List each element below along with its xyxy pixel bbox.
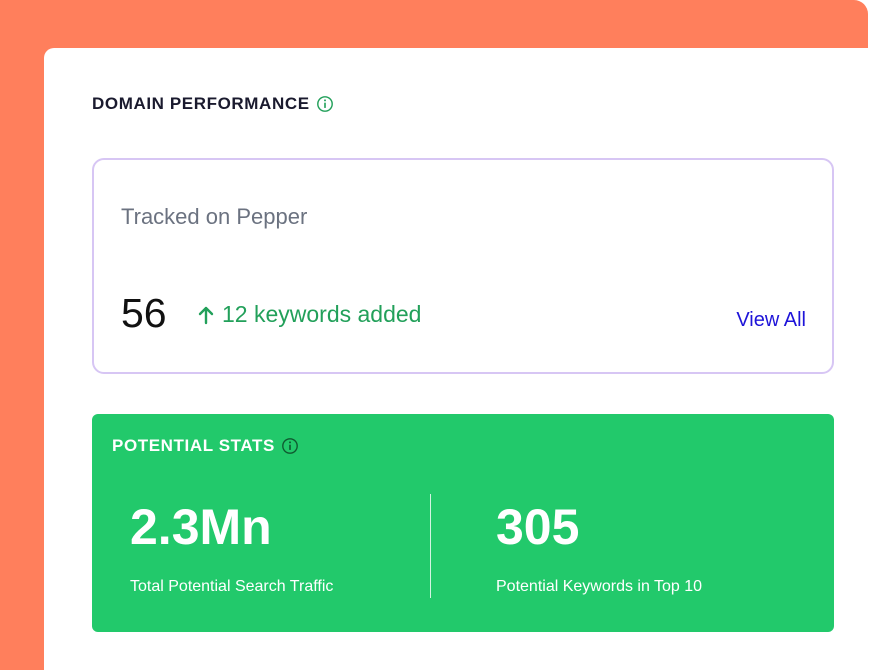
arrow-up-icon — [198, 306, 214, 324]
stat-label: Total Potential Search Traffic — [130, 578, 334, 595]
domain-performance-card: DOMAIN PERFORMANCE Tracked on Pepper 56 … — [44, 48, 870, 670]
potential-stats-panel: POTENTIAL STATS 2.3Mn Total Potential Se… — [92, 414, 834, 632]
tracked-keywords-panel: Tracked on Pepper 56 12 keywords added V… — [92, 158, 834, 374]
tracked-label: Tracked on Pepper — [121, 204, 308, 229]
stats-header: POTENTIAL STATS — [112, 436, 299, 456]
view-all-link[interactable]: View All — [736, 309, 806, 331]
stat-potential-keywords: 305 Potential Keywords in Top 10 — [496, 502, 702, 596]
stat-value: 305 — [496, 499, 580, 555]
info-icon[interactable] — [281, 437, 299, 455]
stat-potential-traffic: 2.3Mn Total Potential Search Traffic — [130, 502, 333, 596]
stats-title: POTENTIAL STATS — [112, 436, 275, 455]
stat-label: Potential Keywords in Top 10 — [496, 578, 703, 595]
stat-value: 2.3Mn — [130, 499, 272, 555]
keywords-added-delta: 12 keywords added — [196, 301, 421, 328]
stats-divider — [430, 494, 431, 598]
section-title: DOMAIN PERFORMANCE — [92, 94, 310, 113]
delta-text: 12 keywords added — [222, 301, 422, 327]
section-header: DOMAIN PERFORMANCE — [92, 94, 334, 114]
info-icon[interactable] — [316, 95, 334, 113]
tracked-count: 56 — [121, 290, 167, 336]
